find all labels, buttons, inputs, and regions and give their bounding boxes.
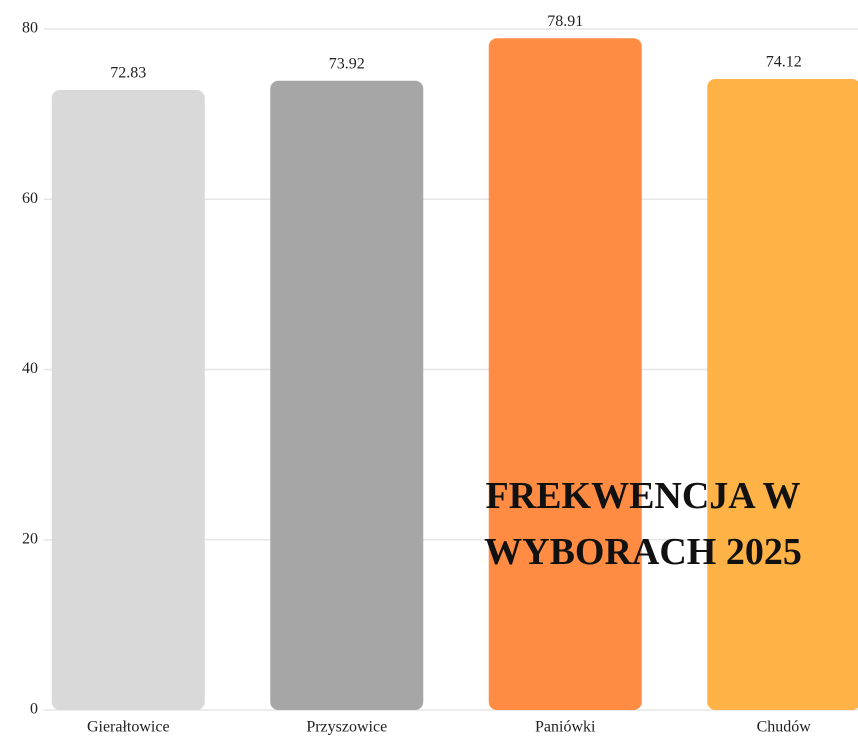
y-tick-label: 60 [22, 190, 38, 207]
y-tick-label: 40 [22, 360, 38, 377]
value-label: 74.12 [766, 54, 802, 71]
bar [270, 80, 424, 711]
y-tick-label: 20 [22, 530, 38, 547]
y-tick-label: 80 [22, 20, 38, 37]
bar [707, 79, 858, 710]
bar [488, 38, 642, 710]
bar [51, 90, 205, 711]
value-label: 72.83 [110, 65, 146, 82]
x-tick-label: Gierałtowice [87, 719, 170, 736]
chart-title: FREKWENCJA W WYBORACH 2025 [484, 475, 802, 573]
y-tick-label: 0 [30, 701, 38, 718]
value-label: 73.92 [329, 55, 365, 72]
x-tick-label: Paniówki [535, 719, 596, 736]
value-label: 78.91 [547, 13, 583, 30]
x-tick-label: Przyszowice [306, 719, 387, 736]
x-tick-label: Chudów [757, 719, 812, 736]
